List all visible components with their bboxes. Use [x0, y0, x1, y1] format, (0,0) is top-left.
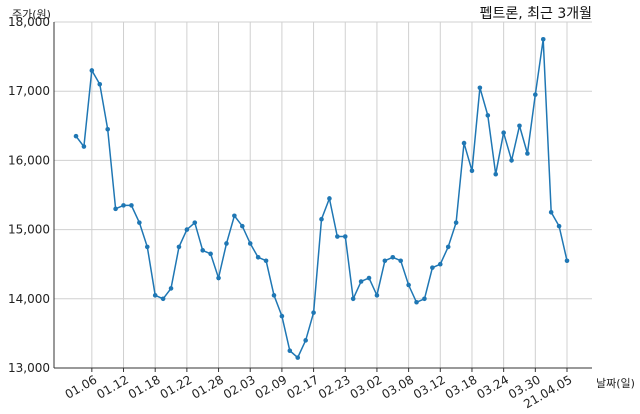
- x-tick-label: 01.18: [126, 372, 163, 401]
- data-point: [263, 258, 269, 264]
- data-point: [255, 254, 261, 260]
- data-point: [89, 68, 95, 73]
- x-tick-label: 01.06: [63, 372, 100, 401]
- data-point: [129, 203, 134, 208]
- x-tick-label: 03.18: [443, 372, 480, 401]
- x-tick-label: 01.22: [158, 372, 195, 401]
- data-point: [121, 203, 126, 208]
- data-point: [477, 85, 483, 91]
- y-tick-label: 16,000: [8, 153, 50, 167]
- data-point: [556, 223, 562, 229]
- data-point: [160, 296, 166, 302]
- data-point: [271, 293, 277, 298]
- data-point: [540, 37, 546, 42]
- data-point: [200, 248, 206, 253]
- y-tick-labels: 13,000 14,000 15,000 16,000 17,000 18,000: [8, 15, 50, 375]
- data-point: [335, 234, 340, 239]
- x-tick-label: 03.24: [474, 372, 511, 401]
- data-point: [287, 348, 293, 354]
- data-point: [461, 140, 467, 146]
- data-point: [406, 282, 411, 288]
- chart-title: 펩트론, 최근 3개월: [480, 6, 592, 22]
- data-point: [311, 310, 316, 315]
- data-point: [517, 123, 522, 129]
- data-point: [437, 261, 443, 267]
- axes: [53, 22, 592, 369]
- data-point: [240, 223, 245, 229]
- data-point: [414, 299, 419, 305]
- y-tick-label: 17,000: [8, 84, 50, 98]
- data-point: [168, 286, 174, 291]
- data-point: [350, 296, 356, 302]
- data-point: [327, 196, 332, 201]
- x-tick-label: 03.08: [379, 372, 416, 401]
- data-point: [279, 313, 285, 319]
- data-point: [430, 265, 435, 270]
- x-tick-label: 02.09: [253, 372, 290, 401]
- data-point: [105, 126, 110, 132]
- data-point: [184, 227, 190, 232]
- data-point: [216, 275, 221, 281]
- x-tick-label: 03.02: [348, 372, 385, 401]
- data-point: [509, 158, 514, 163]
- data-point: [469, 168, 475, 174]
- data-point: [342, 234, 348, 239]
- data-point: [192, 220, 198, 225]
- data-point: [208, 251, 213, 257]
- data-point: [485, 113, 491, 118]
- data-point: [358, 279, 364, 284]
- data-point: [366, 275, 372, 281]
- data-point: [445, 244, 451, 250]
- data-point: [247, 241, 253, 246]
- data-point: [501, 130, 506, 136]
- data-point: [564, 258, 570, 264]
- x-axis-label: 날짜(일): [596, 376, 635, 390]
- data-point: [398, 258, 403, 264]
- y-axis-label: 주가(원): [12, 8, 51, 21]
- x-tick-label: 01.28: [189, 372, 226, 401]
- data-point: [382, 258, 388, 264]
- data-point: [81, 144, 87, 149]
- data-point: [232, 213, 237, 219]
- data-point: [303, 338, 308, 343]
- data-point: [152, 293, 158, 298]
- data-point: [525, 151, 530, 156]
- data-point: [224, 241, 229, 246]
- data-point: [422, 296, 427, 302]
- data-point: [374, 293, 380, 298]
- data-point: [295, 355, 301, 360]
- data-point: [97, 81, 103, 87]
- x-tick-label: 02.03: [221, 372, 258, 401]
- y-tick-label: 18,000: [8, 15, 50, 29]
- data-point: [548, 210, 554, 215]
- data-point: [390, 254, 396, 260]
- series: [73, 37, 570, 360]
- x-tick-labels: 01.0601.1201.1801.2201.2802.0302.0902.17…: [63, 372, 575, 411]
- data-point: [137, 220, 142, 225]
- data-point: [113, 206, 118, 212]
- x-tick-label: 02.17: [284, 372, 321, 401]
- grid: [54, 21, 592, 372]
- x-tick-label: 02.23: [316, 372, 353, 401]
- y-tick-label: 13,000: [8, 361, 50, 375]
- data-point: [73, 133, 79, 139]
- y-tick-label: 14,000: [8, 292, 50, 306]
- x-tick-label: 01.12: [94, 372, 131, 401]
- data-point: [493, 171, 499, 177]
- series-line: [75, 39, 568, 359]
- data-point: [144, 244, 150, 250]
- data-point: [453, 220, 459, 225]
- data-point: [319, 216, 324, 222]
- data-point: [176, 244, 182, 250]
- x-tick-label: 03.12: [411, 372, 448, 401]
- data-point: [533, 92, 538, 97]
- y-tick-label: 15,000: [8, 223, 50, 237]
